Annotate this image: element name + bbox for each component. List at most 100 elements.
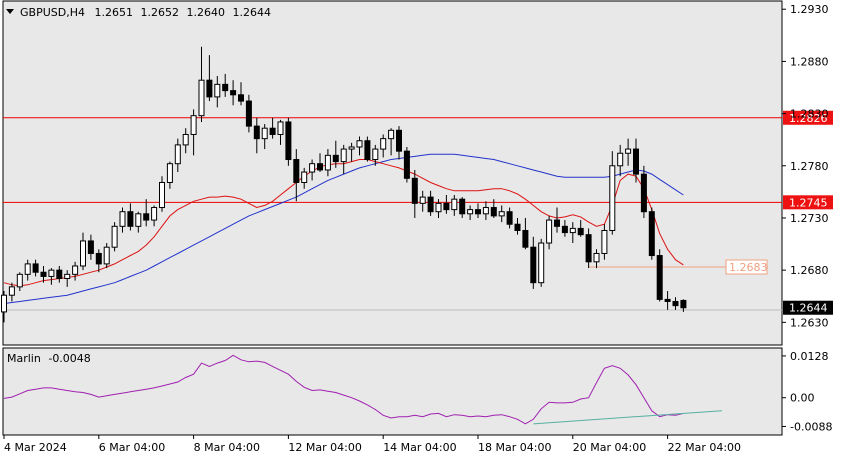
candle xyxy=(80,232,86,271)
candle xyxy=(348,142,355,162)
candle-body-bull xyxy=(174,144,181,165)
candle xyxy=(48,268,55,285)
candle-body-bull xyxy=(301,171,308,183)
candle xyxy=(293,149,300,202)
candle xyxy=(56,265,63,283)
candle-body-bear xyxy=(87,240,94,254)
collapse-triangle-icon[interactable] xyxy=(6,9,14,14)
candle-body-bull xyxy=(419,196,426,204)
level-label: 1.2826 xyxy=(789,112,828,125)
candle xyxy=(680,299,687,312)
candle xyxy=(198,46,205,122)
price-tick-label: 1.2630 xyxy=(790,316,829,329)
candle-body-bull xyxy=(356,140,363,148)
candle-body-bear xyxy=(633,148,639,175)
candle xyxy=(324,149,331,177)
time-tick-label: 20 Mar 04:00 xyxy=(573,441,646,454)
candle xyxy=(554,207,560,233)
candle-body-bull xyxy=(135,213,142,227)
indicator-tick-label: 0.00 xyxy=(790,392,815,405)
candle-body-bear xyxy=(490,207,497,217)
level-label: 1.2745 xyxy=(789,196,828,209)
candle-body-bear xyxy=(672,300,679,307)
candle-body-bull xyxy=(64,273,71,280)
candle xyxy=(364,136,371,162)
candle xyxy=(285,117,292,166)
candle-body-bear xyxy=(506,211,513,225)
candle-body-bear xyxy=(238,94,244,102)
candle-body-bull xyxy=(380,138,387,150)
candle xyxy=(143,199,150,227)
candle-body-bull xyxy=(16,273,23,288)
candle xyxy=(522,217,529,250)
candle xyxy=(261,124,268,150)
candle xyxy=(514,217,521,235)
candle-body-bull xyxy=(625,148,632,154)
candle-body-bear xyxy=(293,159,300,183)
candle-body-bear xyxy=(245,100,252,127)
candle xyxy=(40,265,47,283)
candle-body-bear xyxy=(364,140,371,161)
candle-body-bear xyxy=(664,298,671,302)
candle-body-bear xyxy=(403,150,410,179)
candle xyxy=(190,109,197,156)
candle-body-bear xyxy=(206,79,213,98)
target-label: 1.2683 xyxy=(729,261,768,274)
candle xyxy=(427,190,434,216)
candle xyxy=(182,128,189,154)
candle-body-bear xyxy=(554,219,560,227)
candle-body-bear xyxy=(656,255,663,300)
candle-body-bull xyxy=(190,115,197,135)
candle-body-bull xyxy=(309,163,316,173)
candle xyxy=(72,261,79,281)
candle xyxy=(87,234,94,260)
indicator-header: Marlin -0.0048 xyxy=(7,352,91,365)
candle xyxy=(95,249,102,273)
time-tick-label: 4 Mar 2024 xyxy=(4,441,67,454)
candle-body-bear xyxy=(585,234,592,263)
target-level: 1.2683 xyxy=(588,259,768,275)
support-resistance-levels: 1.2826 1.2745 xyxy=(3,110,833,210)
candle-body-bear xyxy=(561,225,568,234)
candle xyxy=(32,259,39,277)
price-tick-label: 1.2780 xyxy=(790,160,829,173)
candle-body-bull xyxy=(80,240,86,267)
candle-body-bull xyxy=(111,225,118,248)
candle xyxy=(617,144,624,177)
candle-body-bull xyxy=(166,163,173,183)
candle xyxy=(309,159,316,181)
candle-body-bear xyxy=(253,125,260,140)
candle xyxy=(388,128,395,156)
candle xyxy=(222,73,229,97)
candle xyxy=(356,136,363,156)
price-tick-label: 1.2730 xyxy=(790,212,829,225)
candle xyxy=(396,126,402,160)
candle-body-bull xyxy=(119,211,126,227)
candle-body-bear xyxy=(522,229,529,248)
candle-body-bear xyxy=(443,202,450,211)
price-tick-label: 1.2930 xyxy=(790,3,829,16)
candle xyxy=(625,138,632,166)
candle xyxy=(206,55,213,102)
price-tick-label: 1.2880 xyxy=(790,55,829,68)
candle xyxy=(253,117,260,154)
candle xyxy=(656,249,663,302)
candle-body-bull xyxy=(467,209,474,215)
bid-label-box xyxy=(783,300,833,315)
candle xyxy=(593,249,600,269)
candle xyxy=(230,80,237,106)
candle-body-bull xyxy=(569,227,576,234)
candle-body-bear xyxy=(411,177,418,204)
candle-body-bull xyxy=(601,229,608,254)
candle-body-bull xyxy=(214,83,221,98)
chart-header: GBPUSD,H4 1.2651 1.2652 1.2640 1.2644 xyxy=(20,6,271,19)
candle xyxy=(546,215,553,250)
candle-body-bull xyxy=(8,286,15,296)
candle-body-bear xyxy=(56,269,63,280)
candle xyxy=(159,176,165,212)
price-axis: 1.2930 1.2880 1.2830 1.2780 1.2730 1.2680 1.26… xyxy=(782,3,833,329)
candle-body-bear xyxy=(640,173,647,213)
indicator-tick-label: -0.0088 xyxy=(790,420,832,433)
candle xyxy=(530,236,537,289)
